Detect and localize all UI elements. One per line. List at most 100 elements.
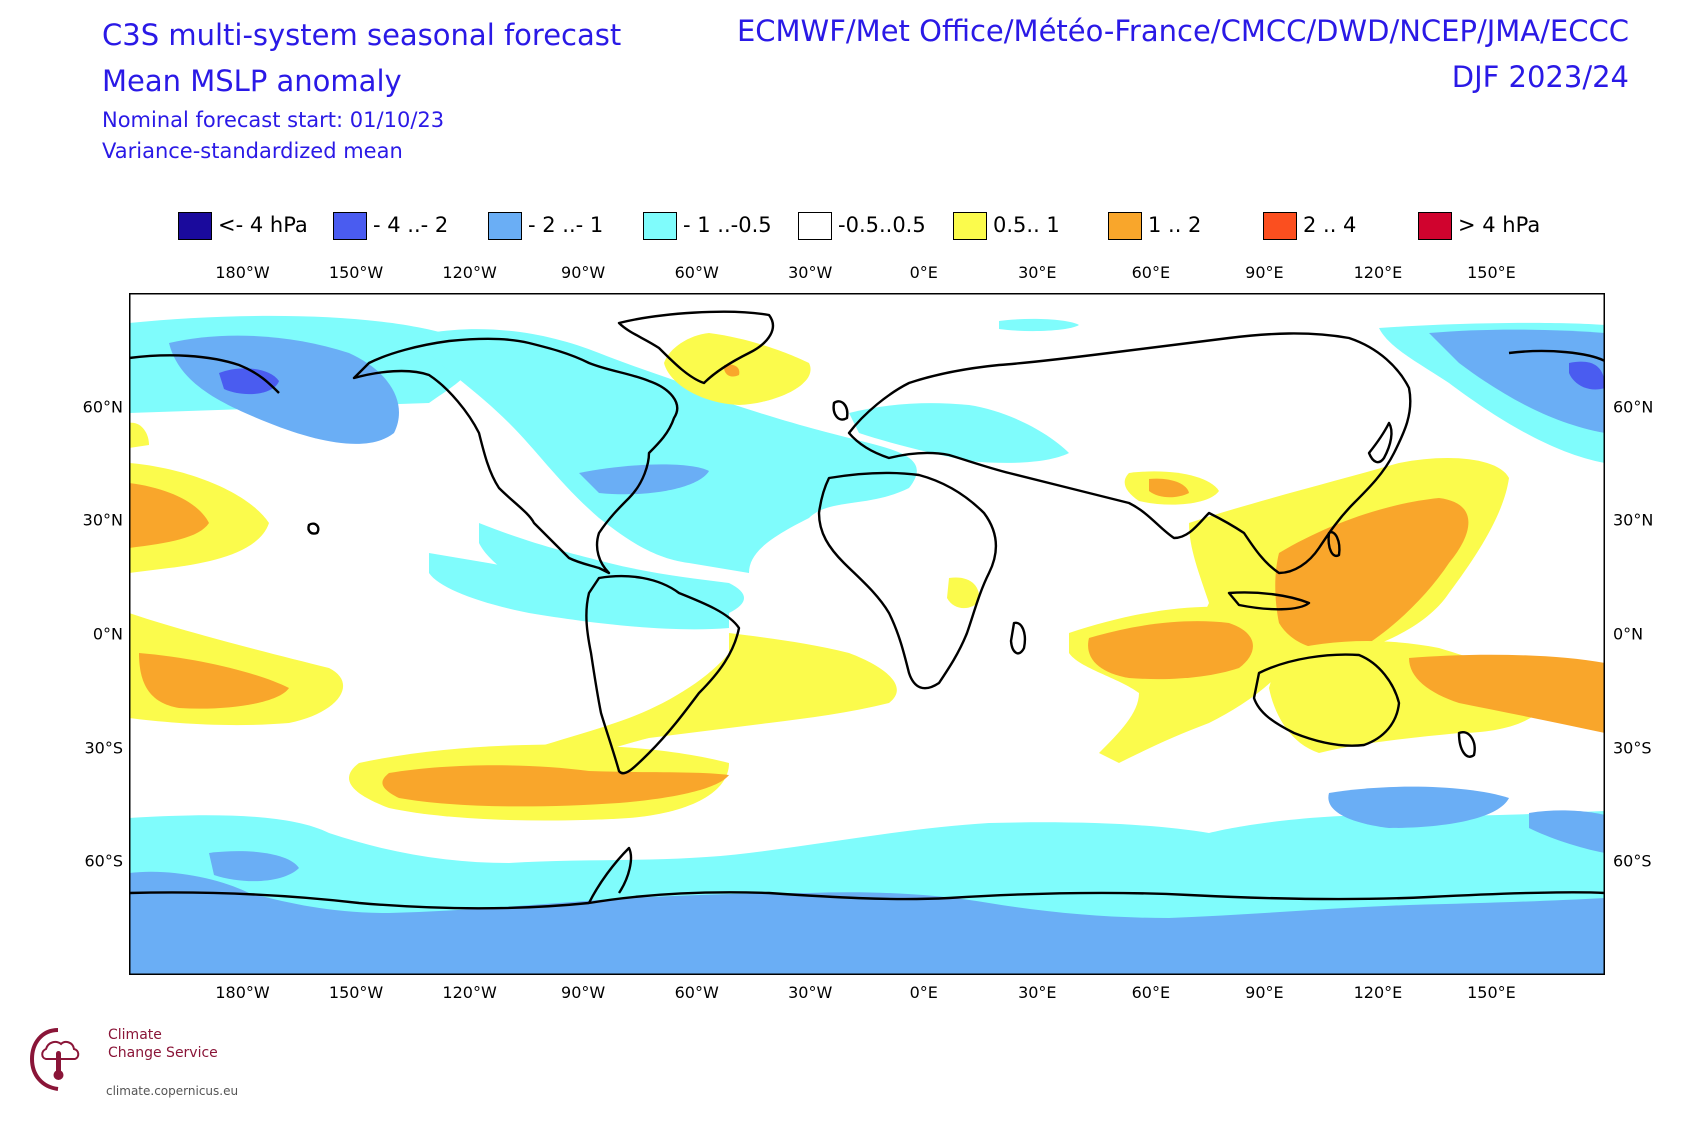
coast-indonesia	[1227, 591, 1311, 611]
legend-label: > 4 hPa	[1458, 213, 1541, 237]
lon-tick-bottom: 0°E	[909, 983, 938, 1002]
legend-label: -0.5..0.5	[838, 213, 926, 237]
anomaly-region-north-atlantic	[429, 329, 917, 573]
anomaly-region-antarctic-blue-west	[129, 871, 1605, 975]
lon-tick-top: 0°E	[909, 263, 938, 282]
anomaly-region-antarctic-blue-blob-2	[1328, 786, 1509, 828]
anomaly-region-se-pacific-orange	[1409, 654, 1605, 733]
legend-swatch	[333, 212, 367, 240]
legend-swatch	[178, 212, 212, 240]
lat-tick-left: 60°N	[82, 397, 123, 417]
coast-alaska-west	[129, 354, 280, 394]
lon-tick-bottom: 150°E	[1467, 983, 1516, 1002]
lon-tick-top: 30°W	[788, 263, 833, 282]
anomaly-region-east-africa	[947, 577, 980, 609]
legend-label: 0.5.. 1	[993, 213, 1060, 237]
lat-tick-right: 30°N	[1613, 510, 1654, 530]
anomaly-region-east-pacific-cyan	[429, 553, 729, 630]
lat-tick-right: 0°N	[1613, 624, 1644, 644]
lon-tick-top: 150°W	[328, 263, 384, 282]
anomaly-region-kamchatka-core	[1569, 361, 1605, 390]
anomaly-field	[129, 293, 1605, 975]
coast-north-america	[352, 337, 679, 575]
legend-label: <- 4 hPa	[218, 213, 308, 237]
lat-tick-left: 0°N	[92, 624, 123, 644]
season-label: DJF 2023/24	[1451, 60, 1629, 94]
thermometer-cloud-icon	[29, 1028, 80, 1091]
lon-tick-bottom: 60°W	[674, 983, 719, 1002]
anomaly-region-sw-pacific-orange	[139, 653, 289, 709]
map-frame	[129, 293, 1605, 975]
lon-tick-bottom: 120°W	[442, 983, 497, 1002]
coast-antarctica	[129, 891, 1605, 910]
anomaly-region-indian-ocean-orange	[1088, 621, 1253, 680]
lon-tick-top: 90°E	[1245, 263, 1284, 282]
coast-eurasia	[847, 332, 1412, 575]
lon-tick-top: 60°W	[674, 263, 719, 282]
lat-tick-right: 60°S	[1613, 851, 1652, 871]
legend-swatch	[1418, 212, 1452, 240]
anomaly-region-greenland-core	[723, 364, 740, 377]
mslp-anomaly-map	[129, 293, 1605, 975]
lon-tick-top: 180°W	[215, 263, 270, 282]
lon-tick-bottom: 30°W	[788, 983, 833, 1002]
method-note: Variance-standardized mean	[102, 139, 403, 163]
chart-title: C3S multi-system seasonal forecast	[102, 18, 622, 52]
lon-tick-top: 30°E	[1018, 263, 1057, 282]
legend-swatch	[1263, 212, 1297, 240]
anomaly-region-sw-yellow-small	[129, 422, 149, 448]
lat-tick-right: 30°S	[1613, 738, 1652, 758]
coast-antarctic-peninsula	[587, 846, 633, 904]
anomaly-region-aleutian-low	[169, 335, 399, 444]
coast-australia	[1252, 653, 1401, 747]
lon-tick-top: 150°E	[1467, 263, 1516, 282]
anomaly-region-antarctic-blue-blob-1	[209, 851, 299, 882]
legend-label: - 4 ..- 2	[373, 213, 449, 237]
lat-tick-left: 30°S	[84, 738, 123, 758]
anomaly-region-svalbard	[999, 318, 1079, 332]
coast-philippines	[1327, 531, 1341, 558]
legend-swatch	[798, 212, 832, 240]
coast-new-zealand	[1457, 731, 1476, 758]
lat-tick-right: 60°N	[1613, 397, 1654, 417]
legend-swatch	[1108, 212, 1142, 240]
coast-japan	[1367, 421, 1393, 464]
logo-text-line1: Climate	[108, 1027, 162, 1043]
lon-tick-bottom: 120°E	[1353, 983, 1403, 1002]
legend-swatch	[643, 212, 677, 240]
forecast-start: Nominal forecast start: 01/10/23	[102, 108, 445, 132]
coast-chukotka	[1508, 349, 1605, 363]
legend-label: 1 .. 2	[1148, 213, 1202, 237]
lon-tick-top: 60°E	[1131, 263, 1171, 282]
lon-tick-bottom: 30°E	[1018, 983, 1057, 1002]
anomaly-region-southern-ocean-orange	[382, 765, 729, 807]
lat-tick-left: 30°N	[82, 510, 123, 530]
lon-tick-bottom: 150°W	[328, 983, 384, 1002]
legend-label: 2 .. 4	[1303, 213, 1357, 237]
coast-greenland	[617, 310, 775, 385]
anomaly-region-west-pacific-orange	[1275, 498, 1469, 651]
legend-label: - 1 ..-0.5	[683, 213, 772, 237]
lon-tick-top: 120°W	[442, 263, 497, 282]
anomaly-region-ne-pacific-orange	[129, 483, 209, 548]
coast-south-america	[585, 575, 741, 775]
logo-text-line2: Change Service	[108, 1045, 218, 1061]
lat-tick-left: 60°S	[84, 851, 123, 871]
coastlines	[129, 310, 1605, 910]
forecast-centres: ECMWF/Met Office/Météo-France/CMCC/DWD/N…	[736, 14, 1629, 48]
coast-hawaii	[307, 522, 320, 535]
anomaly-region-antarctic-blue-blob-3	[1529, 810, 1605, 853]
anomaly-region-europe	[849, 403, 1069, 463]
legend-label: - 2 ..- 1	[528, 213, 604, 237]
anomaly-region-aleutian-core	[219, 368, 279, 395]
lon-tick-bottom: 90°E	[1245, 983, 1284, 1002]
copernicus-logo: Climate Change Service climate.copernicu…	[28, 1025, 288, 1105]
legend-swatch	[488, 212, 522, 240]
coast-africa	[817, 471, 998, 690]
chart-subtitle: Mean MSLP anomaly	[102, 64, 402, 98]
lon-tick-bottom: 60°E	[1131, 983, 1171, 1002]
anomaly-region-kamchatka-blue	[1429, 329, 1605, 433]
coast-madagascar	[1009, 621, 1027, 655]
anomaly-region-tibet-orange	[1149, 478, 1189, 498]
lon-tick-top: 90°W	[561, 263, 606, 282]
